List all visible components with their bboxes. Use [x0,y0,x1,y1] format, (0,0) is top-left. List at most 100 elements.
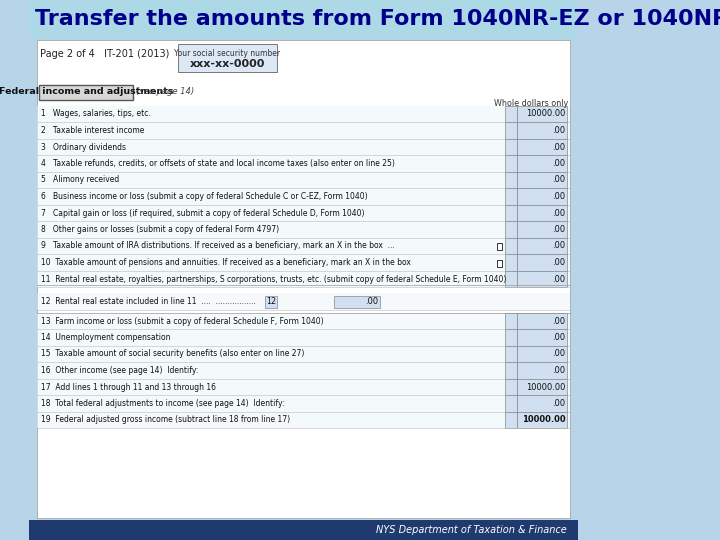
Bar [37,411,570,428]
Text: .00: .00 [552,241,565,251]
Bar [37,329,570,346]
Bar [37,156,570,172]
Bar [37,40,570,518]
Text: 13  Farm income or loss (submit a copy of federal Schedule F, Form 1040): 13 Farm income or loss (submit a copy of… [41,316,329,326]
Bar [505,329,517,346]
Text: 2   Taxable interest income: 2 Taxable interest income [41,126,150,135]
Text: 3   Ordinary dividends: 3 Ordinary dividends [41,143,131,152]
Text: xxx-xx-0000: xxx-xx-0000 [189,59,265,69]
Text: .00: .00 [552,316,565,326]
Bar [505,188,517,205]
Bar [518,139,567,156]
Text: 10000.00: 10000.00 [522,415,565,424]
Bar [37,205,570,221]
Bar [505,172,517,188]
Text: .00: .00 [552,366,565,375]
Bar [37,221,570,238]
Bar [505,139,517,156]
Bar [505,313,517,329]
Text: Your social security number: Your social security number [174,49,280,57]
Bar [37,139,570,156]
Bar [518,205,567,221]
Bar [29,0,577,38]
Bar [37,362,570,379]
Text: 9   Taxable amount of IRA distributions. If received as a beneficiary, mark an X: 9 Taxable amount of IRA distributions. I… [41,241,395,251]
Bar [518,156,567,172]
Bar [37,313,570,329]
Bar [518,346,567,362]
Text: .00: .00 [552,399,565,408]
Bar [37,106,570,122]
Text: 17  Add lines 1 through 11 and 13 through 16: 17 Add lines 1 through 11 and 13 through… [41,382,221,392]
Bar [505,254,517,271]
Bar [518,411,567,428]
Text: .00: .00 [552,176,565,185]
Bar [37,379,570,395]
Text: 12  Rental real estate included in line 11  ....  .................: 12 Rental real estate included in line 1… [41,297,256,306]
Text: 10000.00: 10000.00 [526,382,565,392]
Text: Transfer the amounts from Form 1040NR-EZ or 1040NR: Transfer the amounts from Form 1040NR-EZ… [35,9,720,29]
Text: 7   Capital gain or loss (if required, submit a copy of federal Schedule D, Form: 7 Capital gain or loss (if required, sub… [41,208,369,218]
Bar [505,379,517,395]
Text: .00: .00 [552,258,565,267]
Text: .00: .00 [552,143,565,152]
Bar [518,271,567,287]
Text: Page 2 of 4   IT-201 (2013): Page 2 of 4 IT-201 (2013) [40,49,169,59]
Bar [178,44,276,72]
Text: 5   Alimony received: 5 Alimony received [41,176,125,185]
Text: .00: .00 [552,349,565,359]
Bar [518,188,567,205]
Bar [505,411,517,428]
Text: NYS Department of Taxation & Finance: NYS Department of Taxation & Finance [377,525,567,535]
Bar [518,362,567,379]
Bar [505,346,517,362]
Bar [518,172,567,188]
Bar [37,172,570,188]
Text: 10  Taxable amount of pensions and annuities. If received as a beneficiary, mark: 10 Taxable amount of pensions and annuit… [41,258,411,267]
Bar [37,238,570,254]
Text: 14  Unemployment compensation: 14 Unemployment compensation [41,333,176,342]
Text: .00: .00 [552,159,565,168]
Bar [37,395,570,411]
Text: 6   Business income or loss (submit a copy of federal Schedule C or C-EZ, Form 1: 6 Business income or loss (submit a copy… [41,192,373,201]
Bar [518,106,567,122]
Text: 19  Federal adjusted gross income (subtract line 18 from line 17): 19 Federal adjusted gross income (subtra… [41,415,290,424]
Text: (see page 14): (see page 14) [136,87,194,97]
Text: 18  Total federal adjustments to income (see page 14)  Identify:: 18 Total federal adjustments to income (… [41,399,285,408]
Bar [518,221,567,238]
Bar [518,379,567,395]
Bar [37,346,570,362]
Bar [265,295,277,307]
Bar [518,329,567,346]
Bar [497,260,503,267]
Bar [505,271,517,287]
Text: Federal income and adjustments: Federal income and adjustments [0,87,174,97]
Text: 4   Taxable refunds, credits, or offsets of state and local income taxes (also e: 4 Taxable refunds, credits, or offsets o… [41,159,395,168]
Text: Whole dollars only: Whole dollars only [495,99,569,109]
Text: 8   Other gains or losses (submit a copy of federal Form 4797): 8 Other gains or losses (submit a copy o… [41,225,284,234]
Text: 12: 12 [266,297,276,306]
Bar [518,395,567,411]
FancyBboxPatch shape [40,84,133,99]
Text: 1   Wages, salaries, tips, etc.: 1 Wages, salaries, tips, etc. [41,110,156,118]
Bar [518,254,567,271]
Bar [505,205,517,221]
Bar [505,156,517,172]
Text: .00: .00 [552,225,565,234]
Bar [505,362,517,379]
Text: .00: .00 [552,208,565,218]
Bar [518,238,567,254]
Bar [334,295,379,307]
Bar [505,221,517,238]
Bar [518,122,567,139]
Bar [505,395,517,411]
Text: .00: .00 [552,274,565,284]
Bar [37,122,570,139]
Bar [497,243,503,250]
Text: .00: .00 [552,126,565,135]
Bar [37,188,570,205]
Bar [37,293,570,310]
Text: .00: .00 [365,297,378,306]
Bar [37,271,570,287]
Bar [37,254,570,271]
